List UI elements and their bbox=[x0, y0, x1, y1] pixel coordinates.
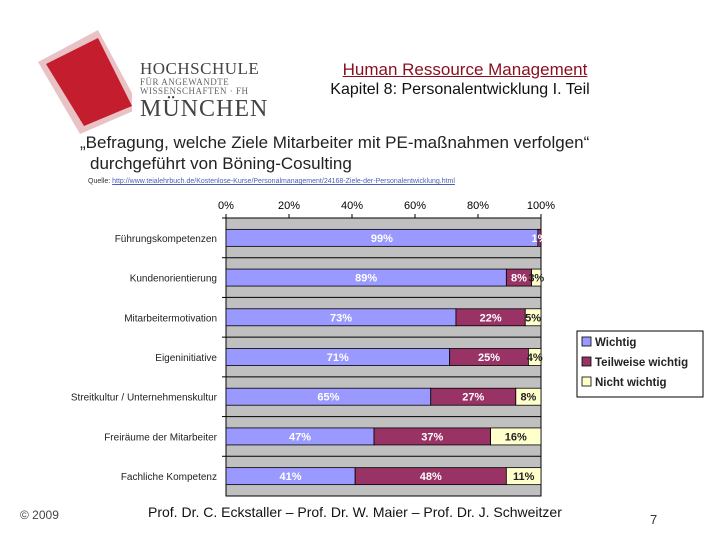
category-label: Mitarbeitermotivation bbox=[124, 313, 217, 324]
source-citation: Quelle: http://www.teialehrbuch.de/Koste… bbox=[88, 178, 455, 185]
category-label: Eigeninitiative bbox=[155, 353, 217, 364]
bar-segment bbox=[528, 348, 542, 366]
legend-label: Nicht wichtig bbox=[595, 377, 667, 389]
data-label: 1% bbox=[531, 233, 547, 245]
category-label: Freiräume der Mitarbeiter bbox=[104, 432, 217, 443]
data-label: 4% bbox=[527, 352, 543, 364]
data-label: 27% bbox=[462, 392, 484, 404]
data-label: 71% bbox=[327, 352, 349, 364]
bar-segment bbox=[490, 427, 542, 446]
source-label: Quelle: bbox=[88, 178, 111, 185]
university-logo bbox=[36, 28, 242, 136]
x-tick-label: 40% bbox=[341, 200, 363, 212]
data-label: 3% bbox=[528, 273, 544, 285]
footer-copyright: © 2009 bbox=[20, 508, 59, 522]
data-label: 11% bbox=[513, 471, 535, 483]
chapter-title: Kapitel 8: Personalentwicklung I. Teil bbox=[330, 81, 590, 98]
legend-box bbox=[576, 330, 704, 398]
page-number: 7 bbox=[650, 512, 658, 527]
data-label: 5% bbox=[525, 312, 541, 324]
headline-line-2: durchgeführt von Böning-Cosulting bbox=[90, 154, 352, 173]
data-label: 25% bbox=[478, 352, 500, 364]
headline-line-1: „Befragung, welche Ziele Mitarbeiter mit… bbox=[80, 133, 590, 152]
category-label: Fachliche Kompetenz bbox=[121, 472, 217, 483]
logo-line-2: FÜR ANGEWANDTE bbox=[140, 76, 230, 87]
data-label: 41% bbox=[280, 471, 302, 483]
data-label: 16% bbox=[505, 431, 527, 443]
logo-line-1: HOCHSCHULE bbox=[140, 59, 260, 78]
data-label: 48% bbox=[420, 471, 442, 483]
legend-label: Teilweise wichtig bbox=[595, 357, 688, 369]
category-label: Kundenorientierung bbox=[130, 274, 217, 285]
logo-line-3: WISSENSCHAFTEN · FH bbox=[140, 86, 249, 97]
bar-segment bbox=[524, 308, 542, 327]
data-label: 37% bbox=[421, 431, 443, 443]
x-tick-label: 100% bbox=[527, 200, 555, 212]
data-label: 22% bbox=[480, 312, 502, 324]
logo-line-4: MÜNCHEN bbox=[140, 95, 269, 122]
category-label: Streitkultur / Unternehmenskultur bbox=[71, 393, 218, 404]
legend-swatch bbox=[581, 356, 592, 367]
x-tick-label: 20% bbox=[278, 200, 300, 212]
course-title: Human Ressource Management bbox=[342, 60, 588, 79]
logo-wordmark: HOCHSCHULE FÜR ANGEWANDTE WISSENSCHAFTEN… bbox=[140, 60, 268, 122]
data-label: 8% bbox=[511, 273, 527, 285]
legend-swatch bbox=[581, 336, 592, 347]
data-label: 8% bbox=[520, 392, 536, 404]
data-label: 73% bbox=[330, 312, 352, 324]
bar-segment bbox=[505, 467, 542, 486]
data-label: 89% bbox=[355, 273, 377, 285]
data-label: 65% bbox=[317, 392, 339, 404]
x-tick-label: 80% bbox=[467, 200, 489, 212]
source-link[interactable]: http://www.teialehrbuch.de/Kostenlose-Ku… bbox=[112, 178, 455, 185]
legend-swatch bbox=[581, 376, 592, 387]
logo-emblem-icon bbox=[38, 30, 238, 134]
bar-segment bbox=[537, 228, 542, 247]
data-label: 47% bbox=[289, 431, 311, 443]
footer-authors: Prof. Dr. C. Eckstaller – Prof. Dr. W. M… bbox=[148, 504, 562, 520]
x-tick-label: 0% bbox=[218, 200, 234, 212]
x-tick-label: 60% bbox=[404, 200, 426, 212]
data-label: 99% bbox=[371, 233, 393, 245]
bar-segment bbox=[531, 268, 542, 287]
slide-headline: „Befragung, welche Ziele Mitarbeiter mit… bbox=[80, 132, 700, 174]
legend-label: Wichtig bbox=[595, 337, 636, 349]
bar-segment bbox=[515, 387, 542, 406]
category-label: Führungskompetenzen bbox=[115, 234, 217, 245]
